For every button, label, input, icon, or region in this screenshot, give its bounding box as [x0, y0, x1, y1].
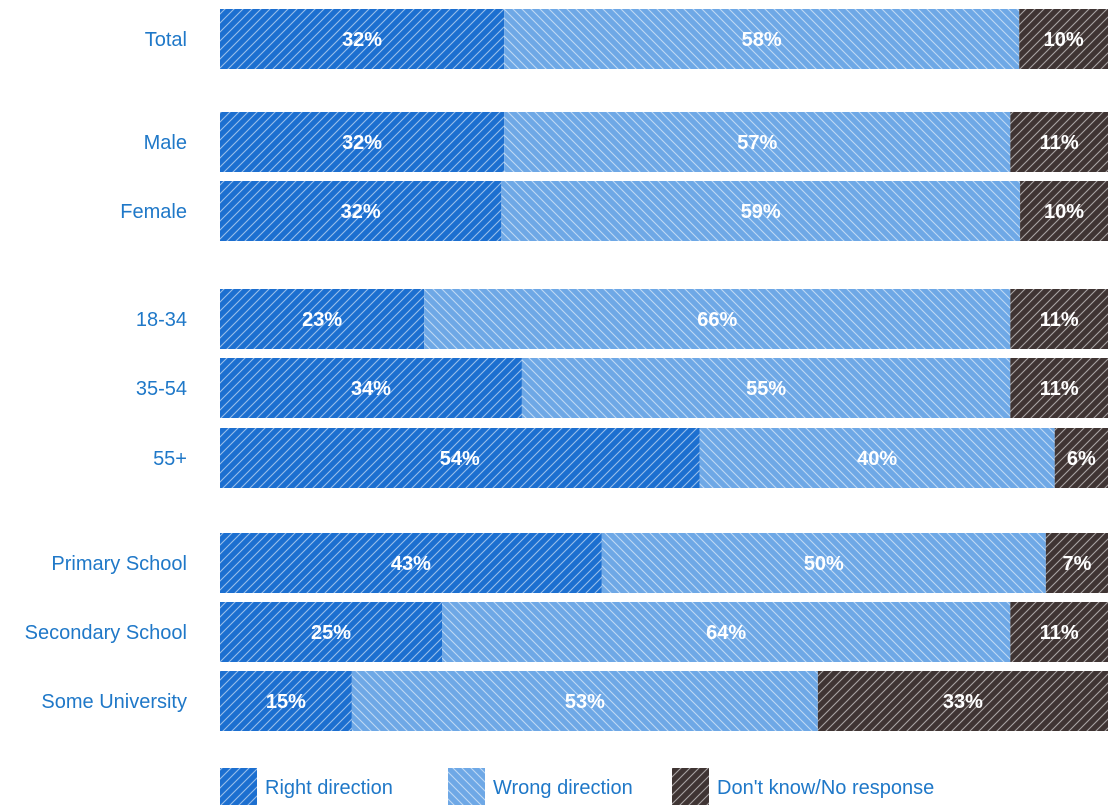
category-label: 18-34	[136, 309, 187, 331]
bar-segment	[220, 9, 505, 69]
value-label: 64%	[706, 622, 746, 644]
bar-segment	[1010, 358, 1108, 418]
value-label: 40%	[857, 448, 897, 470]
value-label: 11%	[1040, 132, 1079, 154]
bar-segment	[1010, 112, 1108, 172]
value-label: 53%	[565, 691, 605, 713]
category-label: Female	[120, 201, 187, 223]
bar-segment	[442, 602, 1011, 662]
bar-segment	[1019, 9, 1108, 69]
value-label: 50%	[804, 553, 844, 575]
value-label: 23%	[302, 309, 342, 331]
legend-label: Wrong direction	[493, 777, 633, 799]
legend-label: Don't know/No response	[717, 777, 934, 799]
bar-segment	[504, 112, 1011, 172]
bar-segment	[424, 289, 1011, 349]
bar-segment	[601, 533, 1046, 593]
bar-segment	[1054, 428, 1108, 488]
bar-segment	[817, 671, 1108, 731]
value-label: 7%	[1062, 553, 1091, 575]
category-label: Male	[144, 132, 187, 154]
value-label: 11%	[1040, 378, 1079, 400]
legend-label: Right direction	[265, 777, 393, 799]
value-label: 58%	[742, 29, 782, 51]
category-label: Primary School	[51, 553, 187, 575]
value-label: 10%	[1044, 201, 1084, 223]
bar-segment	[521, 358, 1011, 418]
bar-segment	[220, 671, 352, 731]
category-label: 35-54	[136, 378, 187, 400]
bars-layer: Total 32% 58% 10% Male 32% 57% 11% Female 32% 59% 1…	[25, 9, 1108, 731]
bar-segment	[220, 533, 602, 593]
bar-segment	[699, 428, 1055, 488]
value-label: 32%	[342, 132, 382, 154]
value-label: 25%	[311, 622, 351, 644]
legend-swatch	[220, 768, 257, 805]
legend: Right direction Wrong direction Don't know…	[220, 768, 934, 805]
value-label: 55%	[746, 378, 786, 400]
category-label: 55+	[153, 448, 187, 470]
value-label: 43%	[391, 553, 431, 575]
value-label: 11%	[1040, 309, 1079, 331]
bar-segment	[1045, 533, 1108, 593]
legend-swatch	[672, 768, 709, 805]
bar-segment	[220, 602, 442, 662]
value-label: 11%	[1040, 622, 1079, 644]
bar-segment	[220, 428, 700, 488]
category-label: Secondary School	[25, 622, 187, 644]
value-label: 33%	[943, 691, 983, 713]
category-label: Total	[145, 29, 187, 51]
category-label: Some University	[41, 691, 187, 713]
value-label: 6%	[1067, 448, 1096, 470]
value-label: 54%	[440, 448, 480, 470]
bar-segment	[351, 671, 818, 731]
bar-segment	[220, 181, 502, 241]
bar-segment	[220, 358, 522, 418]
bar-segment	[504, 9, 1020, 69]
value-label: 66%	[697, 309, 737, 331]
value-label: 34%	[351, 378, 391, 400]
value-label: 15%	[266, 691, 306, 713]
legend-swatch	[448, 768, 485, 805]
value-label: 32%	[341, 201, 381, 223]
bar-segment	[1010, 602, 1108, 662]
bar-segment	[1010, 289, 1108, 349]
value-label: 32%	[342, 29, 382, 51]
bar-segment	[501, 181, 1021, 241]
value-label: 59%	[741, 201, 781, 223]
bar-segment	[220, 112, 505, 172]
value-label: 10%	[1044, 29, 1084, 51]
value-label: 57%	[737, 132, 777, 154]
bar-segment	[220, 289, 425, 349]
bar-segment	[1020, 181, 1108, 241]
